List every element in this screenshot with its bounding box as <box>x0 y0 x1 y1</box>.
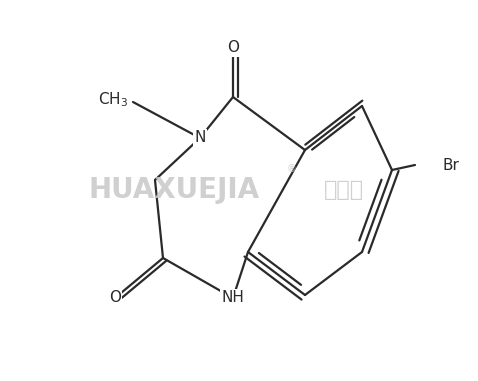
Text: Br: Br <box>443 157 459 173</box>
Text: HUAXUEJIA: HUAXUEJIA <box>89 176 260 205</box>
Text: NH: NH <box>222 290 244 306</box>
Text: CH$_3$: CH$_3$ <box>98 91 128 109</box>
Text: N: N <box>195 131 206 146</box>
Text: ®: ® <box>287 165 296 174</box>
Text: O: O <box>109 290 121 306</box>
Text: 化学加: 化学加 <box>324 181 364 200</box>
Text: O: O <box>227 40 239 56</box>
